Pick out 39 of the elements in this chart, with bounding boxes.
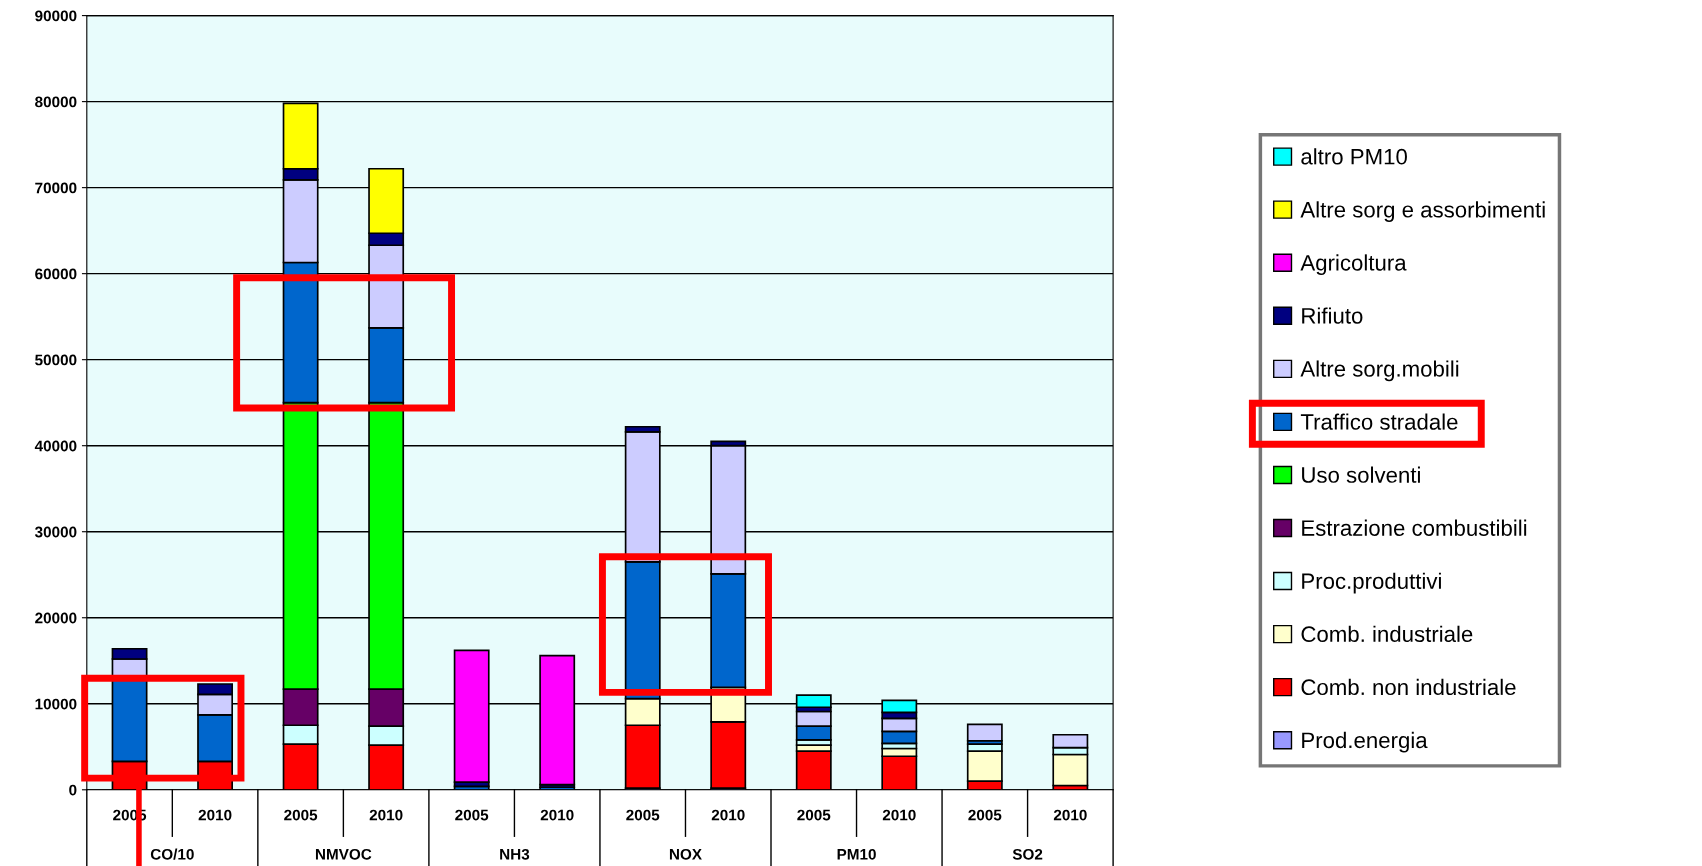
x-tick-label: 2010 bbox=[1053, 809, 1087, 821]
legend-label: Altre sorg.mobili bbox=[1300, 360, 1459, 382]
text: NOX bbox=[669, 848, 702, 860]
legend-label: Estrazione combustibili bbox=[1302, 519, 1527, 536]
y-tick-label: 90000 bbox=[35, 10, 77, 22]
y-tick-label: 0 bbox=[69, 784, 77, 796]
x-tick-label: 2005 bbox=[968, 809, 1002, 821]
x-tick-label: 2005 bbox=[284, 809, 318, 821]
legend-label: Proc.produttivi bbox=[1302, 572, 1441, 594]
y-tick-label: 60000 bbox=[35, 268, 77, 280]
x-tick-label: 2010 bbox=[540, 809, 574, 821]
y-tick-label: 10000 bbox=[35, 698, 77, 710]
text: SO2 bbox=[1012, 848, 1043, 860]
text: NMVOC bbox=[315, 848, 372, 860]
x-tick-label: 2005 bbox=[455, 809, 489, 821]
y-tick-label: 70000 bbox=[35, 182, 77, 194]
y-tick-label: 50000 bbox=[35, 354, 77, 366]
x-tick-label: 2005 bbox=[797, 809, 831, 821]
text: PM10 bbox=[837, 848, 876, 860]
legend-label: Traffico stradale bbox=[1300, 413, 1458, 430]
x-tick-label: 2005 bbox=[626, 809, 660, 821]
x-tick-label: 2010 bbox=[711, 809, 745, 821]
legend-label: Uso solventi bbox=[1302, 466, 1420, 483]
x-tick-label: 2010 bbox=[369, 809, 403, 821]
legend-label: Comb. industriale bbox=[1301, 625, 1473, 643]
legend-label: altro PM10 bbox=[1301, 148, 1407, 165]
y-tick-label: 20000 bbox=[35, 612, 77, 624]
text: CO/10 bbox=[150, 848, 194, 860]
x-tick-label: 2010 bbox=[882, 809, 916, 821]
legend-label: Comb. non industriale bbox=[1301, 678, 1516, 696]
legend-label: Rifiuto bbox=[1302, 307, 1363, 324]
y-tick-label: 40000 bbox=[34, 440, 77, 452]
y-tick-label: 30000 bbox=[34, 526, 77, 538]
x-tick-label: 2010 bbox=[198, 809, 232, 821]
text: NH3 bbox=[500, 848, 530, 860]
y-tick-label: 80000 bbox=[35, 96, 77, 108]
legend-label: Prod.energia bbox=[1302, 731, 1428, 753]
legend-label: Agricoltura bbox=[1300, 254, 1407, 276]
legend-label: Altre sorg e assorbimenti bbox=[1300, 201, 1545, 222]
